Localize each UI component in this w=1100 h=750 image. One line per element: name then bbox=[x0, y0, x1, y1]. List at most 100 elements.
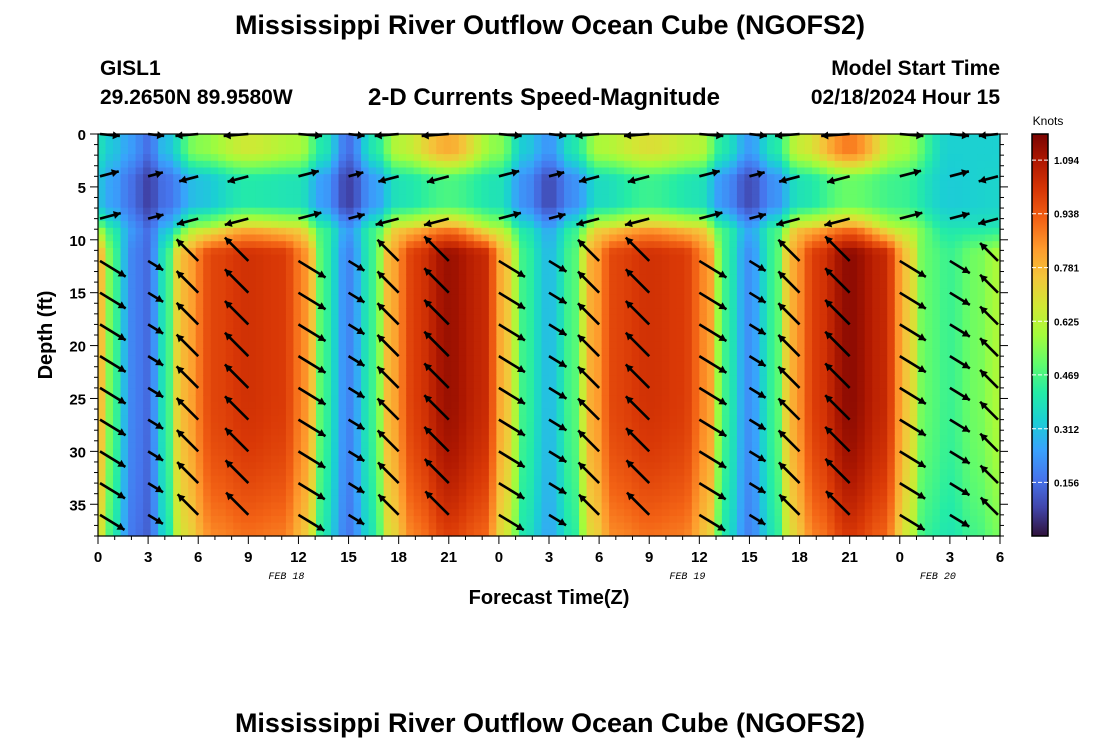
heatmap-cell bbox=[98, 455, 107, 463]
heatmap-cell bbox=[263, 502, 272, 510]
heatmap-cell bbox=[458, 422, 467, 430]
heatmap-cell bbox=[579, 388, 588, 396]
heatmap-cell bbox=[383, 147, 392, 155]
heatmap-cell bbox=[503, 368, 513, 376]
heatmap-cell bbox=[376, 469, 385, 477]
heatmap-cell bbox=[518, 247, 528, 256]
heatmap-cell bbox=[661, 515, 670, 524]
heatmap-cell bbox=[398, 448, 407, 457]
heatmap-cell bbox=[601, 455, 610, 463]
heatmap-cell bbox=[601, 502, 610, 510]
heatmap-cell bbox=[473, 140, 482, 148]
heatmap-cell bbox=[285, 247, 295, 256]
heatmap-cell bbox=[564, 509, 573, 517]
heatmap-cell bbox=[676, 254, 685, 262]
heatmap-cell bbox=[188, 415, 197, 423]
heatmap-cell bbox=[594, 140, 603, 148]
heatmap-cell bbox=[210, 442, 219, 450]
heatmap-cell bbox=[669, 415, 678, 423]
heatmap-cell bbox=[639, 361, 648, 370]
heatmap-cell bbox=[714, 201, 723, 209]
heatmap-cell bbox=[541, 469, 550, 477]
heatmap-cell bbox=[458, 274, 467, 282]
heatmap-cell bbox=[255, 475, 264, 483]
heatmap-cell bbox=[706, 408, 715, 416]
heatmap-cell bbox=[188, 207, 197, 215]
heatmap-cell bbox=[541, 335, 550, 343]
heatmap-cell bbox=[210, 415, 219, 423]
heatmap-cell bbox=[165, 361, 174, 370]
heatmap-cell bbox=[128, 174, 137, 182]
heatmap-cell bbox=[150, 435, 159, 443]
heatmap-cell bbox=[511, 254, 520, 262]
heatmap-cell bbox=[669, 221, 678, 229]
heatmap-cell bbox=[105, 509, 114, 517]
heatmap-cell bbox=[601, 314, 610, 323]
heatmap-cell bbox=[458, 415, 467, 423]
heatmap-cell bbox=[413, 187, 422, 195]
heatmap-cell bbox=[436, 348, 445, 356]
heatmap-cell bbox=[609, 294, 618, 303]
heatmap-cell bbox=[654, 207, 663, 215]
heatmap-cell bbox=[143, 214, 152, 222]
heatmap-cell bbox=[150, 455, 159, 463]
heatmap-cell bbox=[315, 154, 325, 162]
heatmap-cell bbox=[120, 194, 129, 202]
heatmap-cell bbox=[421, 301, 430, 309]
heatmap-cell bbox=[158, 462, 167, 470]
heatmap-cell bbox=[699, 328, 708, 336]
heatmap-cell bbox=[315, 134, 325, 142]
heatmap-cell bbox=[541, 408, 550, 416]
heatmap-cell bbox=[338, 321, 347, 329]
heatmap-cell bbox=[135, 489, 144, 497]
heatmap-cell bbox=[488, 489, 497, 497]
heatmap-cell bbox=[669, 147, 678, 155]
heatmap-cell bbox=[300, 375, 310, 383]
heatmap-cell bbox=[503, 140, 513, 148]
heatmap-cell bbox=[210, 321, 219, 329]
heatmap-cell bbox=[278, 241, 287, 249]
heatmap-cell bbox=[263, 448, 272, 457]
heatmap-cell bbox=[706, 368, 715, 376]
heatmap-cell bbox=[676, 361, 685, 370]
heatmap-cell bbox=[270, 301, 279, 309]
heatmap-cell bbox=[586, 301, 595, 309]
heatmap-cell bbox=[706, 221, 715, 229]
heatmap-cell bbox=[684, 482, 693, 490]
heatmap-cell bbox=[233, 174, 242, 182]
heatmap-cell bbox=[346, 207, 355, 215]
heatmap-cell bbox=[165, 375, 174, 383]
heatmap-cell bbox=[676, 274, 685, 282]
heatmap-cell bbox=[255, 294, 264, 303]
heatmap-cell bbox=[714, 435, 723, 443]
heatmap-cell bbox=[661, 489, 670, 497]
heatmap-cell bbox=[428, 134, 437, 142]
heatmap-cell bbox=[203, 442, 212, 450]
heatmap-cell bbox=[481, 455, 490, 463]
heatmap-cell bbox=[496, 180, 505, 189]
heatmap-cell bbox=[541, 241, 550, 249]
heatmap-cell bbox=[413, 174, 422, 182]
heatmap-cell bbox=[518, 214, 528, 222]
heatmap-cell bbox=[533, 422, 543, 430]
heatmap-cell bbox=[383, 502, 392, 510]
heatmap-cell bbox=[135, 335, 144, 343]
heatmap-cell bbox=[654, 335, 663, 343]
heatmap-cell bbox=[293, 214, 302, 222]
heatmap-cell bbox=[263, 288, 272, 296]
heatmap-cell bbox=[195, 154, 204, 162]
heatmap-cell bbox=[113, 415, 122, 423]
heatmap-cell bbox=[579, 475, 588, 483]
heatmap-cell bbox=[714, 328, 723, 336]
heatmap-cell bbox=[300, 328, 310, 336]
heatmap-cell bbox=[406, 261, 415, 269]
heatmap-cell bbox=[533, 201, 543, 209]
heatmap-cell bbox=[338, 154, 347, 162]
heatmap-cell bbox=[391, 134, 400, 142]
heatmap-cell bbox=[128, 442, 137, 450]
heatmap-cell bbox=[436, 321, 445, 329]
heatmap-cell bbox=[150, 489, 159, 497]
heatmap-cell bbox=[300, 254, 310, 262]
heatmap-cell bbox=[511, 495, 520, 504]
heatmap-cell bbox=[639, 482, 648, 490]
